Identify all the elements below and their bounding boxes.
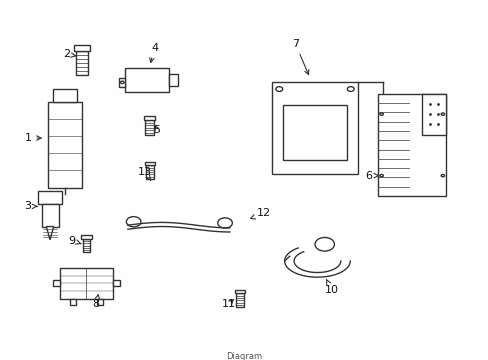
- Bar: [53, 89, 76, 102]
- Circle shape: [217, 218, 232, 228]
- Text: 11: 11: [222, 299, 235, 309]
- Circle shape: [379, 175, 383, 177]
- Bar: [97, 298, 103, 305]
- Bar: [60, 268, 113, 298]
- Circle shape: [126, 217, 141, 227]
- Circle shape: [440, 175, 444, 177]
- Bar: [377, 94, 446, 196]
- Bar: [41, 204, 59, 226]
- Circle shape: [346, 87, 353, 91]
- Bar: [145, 165, 153, 179]
- Text: 8: 8: [92, 295, 100, 309]
- Bar: [235, 293, 243, 307]
- Circle shape: [275, 87, 282, 91]
- Bar: [81, 235, 91, 239]
- Text: 12: 12: [250, 208, 270, 219]
- Text: 5: 5: [153, 125, 160, 135]
- Text: 7: 7: [291, 39, 308, 75]
- Bar: [70, 298, 76, 305]
- Text: 2: 2: [63, 49, 76, 59]
- Bar: [422, 94, 446, 135]
- Text: 3: 3: [24, 201, 37, 211]
- Bar: [169, 74, 178, 86]
- Text: 13: 13: [138, 167, 151, 180]
- Text: 4: 4: [149, 42, 158, 62]
- Text: 9: 9: [68, 235, 81, 246]
- Bar: [143, 116, 155, 120]
- Text: 10: 10: [325, 280, 338, 295]
- Text: Diagram: Diagram: [226, 352, 262, 360]
- Bar: [125, 68, 169, 92]
- Bar: [272, 82, 357, 174]
- Circle shape: [314, 238, 334, 251]
- Bar: [119, 77, 125, 87]
- Bar: [38, 191, 62, 204]
- Bar: [145, 120, 154, 135]
- Circle shape: [121, 81, 124, 84]
- Text: 1: 1: [24, 133, 41, 143]
- Bar: [234, 290, 244, 293]
- Bar: [75, 51, 87, 75]
- Circle shape: [379, 113, 383, 115]
- Text: 6: 6: [364, 171, 378, 181]
- Bar: [82, 239, 90, 252]
- Bar: [144, 162, 154, 165]
- Bar: [282, 105, 346, 160]
- Bar: [53, 280, 60, 286]
- Bar: [74, 45, 89, 51]
- Bar: [113, 280, 120, 286]
- FancyBboxPatch shape: [47, 102, 81, 188]
- Circle shape: [440, 113, 444, 115]
- Polygon shape: [46, 226, 54, 240]
